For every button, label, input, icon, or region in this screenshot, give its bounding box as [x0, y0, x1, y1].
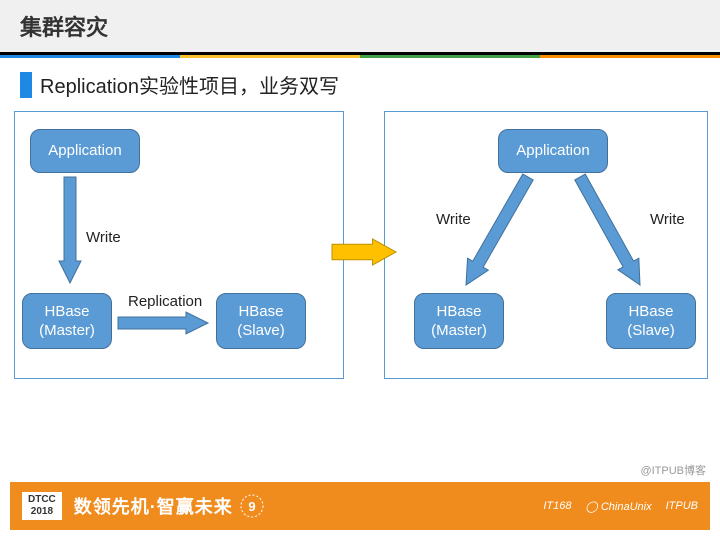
- nine-icon: 9: [239, 493, 265, 519]
- subtitle-accent-block: [20, 72, 32, 98]
- diagram-area: Application HBase(Master) HBase(Slave) W…: [0, 111, 720, 411]
- sponsor-list: IT168 ◯ ChinaUnix ITPUB: [543, 500, 698, 513]
- slide-title: 集群容灾: [20, 10, 700, 42]
- dtcc-badge: DTCC 2018: [22, 492, 62, 520]
- footer-slogan: 数领先机·智赢未来: [74, 493, 233, 519]
- credit-text: @ITPUB博客: [640, 462, 706, 478]
- subtitle-row: Replication实验性项目，业务双写: [0, 58, 720, 111]
- header-color-bar: [0, 55, 720, 58]
- svg-text:9: 9: [248, 499, 255, 514]
- slide-footer: DTCC 2018 数领先机·智赢未来 9 IT168 ◯ ChinaUnix …: [10, 482, 710, 530]
- subtitle-text: Replication实验性项目，业务双写: [40, 70, 339, 99]
- slide-header: 集群容灾: [0, 0, 720, 55]
- sponsor-item: ◯ ChinaUnix: [585, 500, 651, 513]
- sponsor-item: ITPUB: [666, 500, 698, 512]
- sponsor-item: IT168: [543, 500, 571, 512]
- arrows-layer: [0, 111, 720, 411]
